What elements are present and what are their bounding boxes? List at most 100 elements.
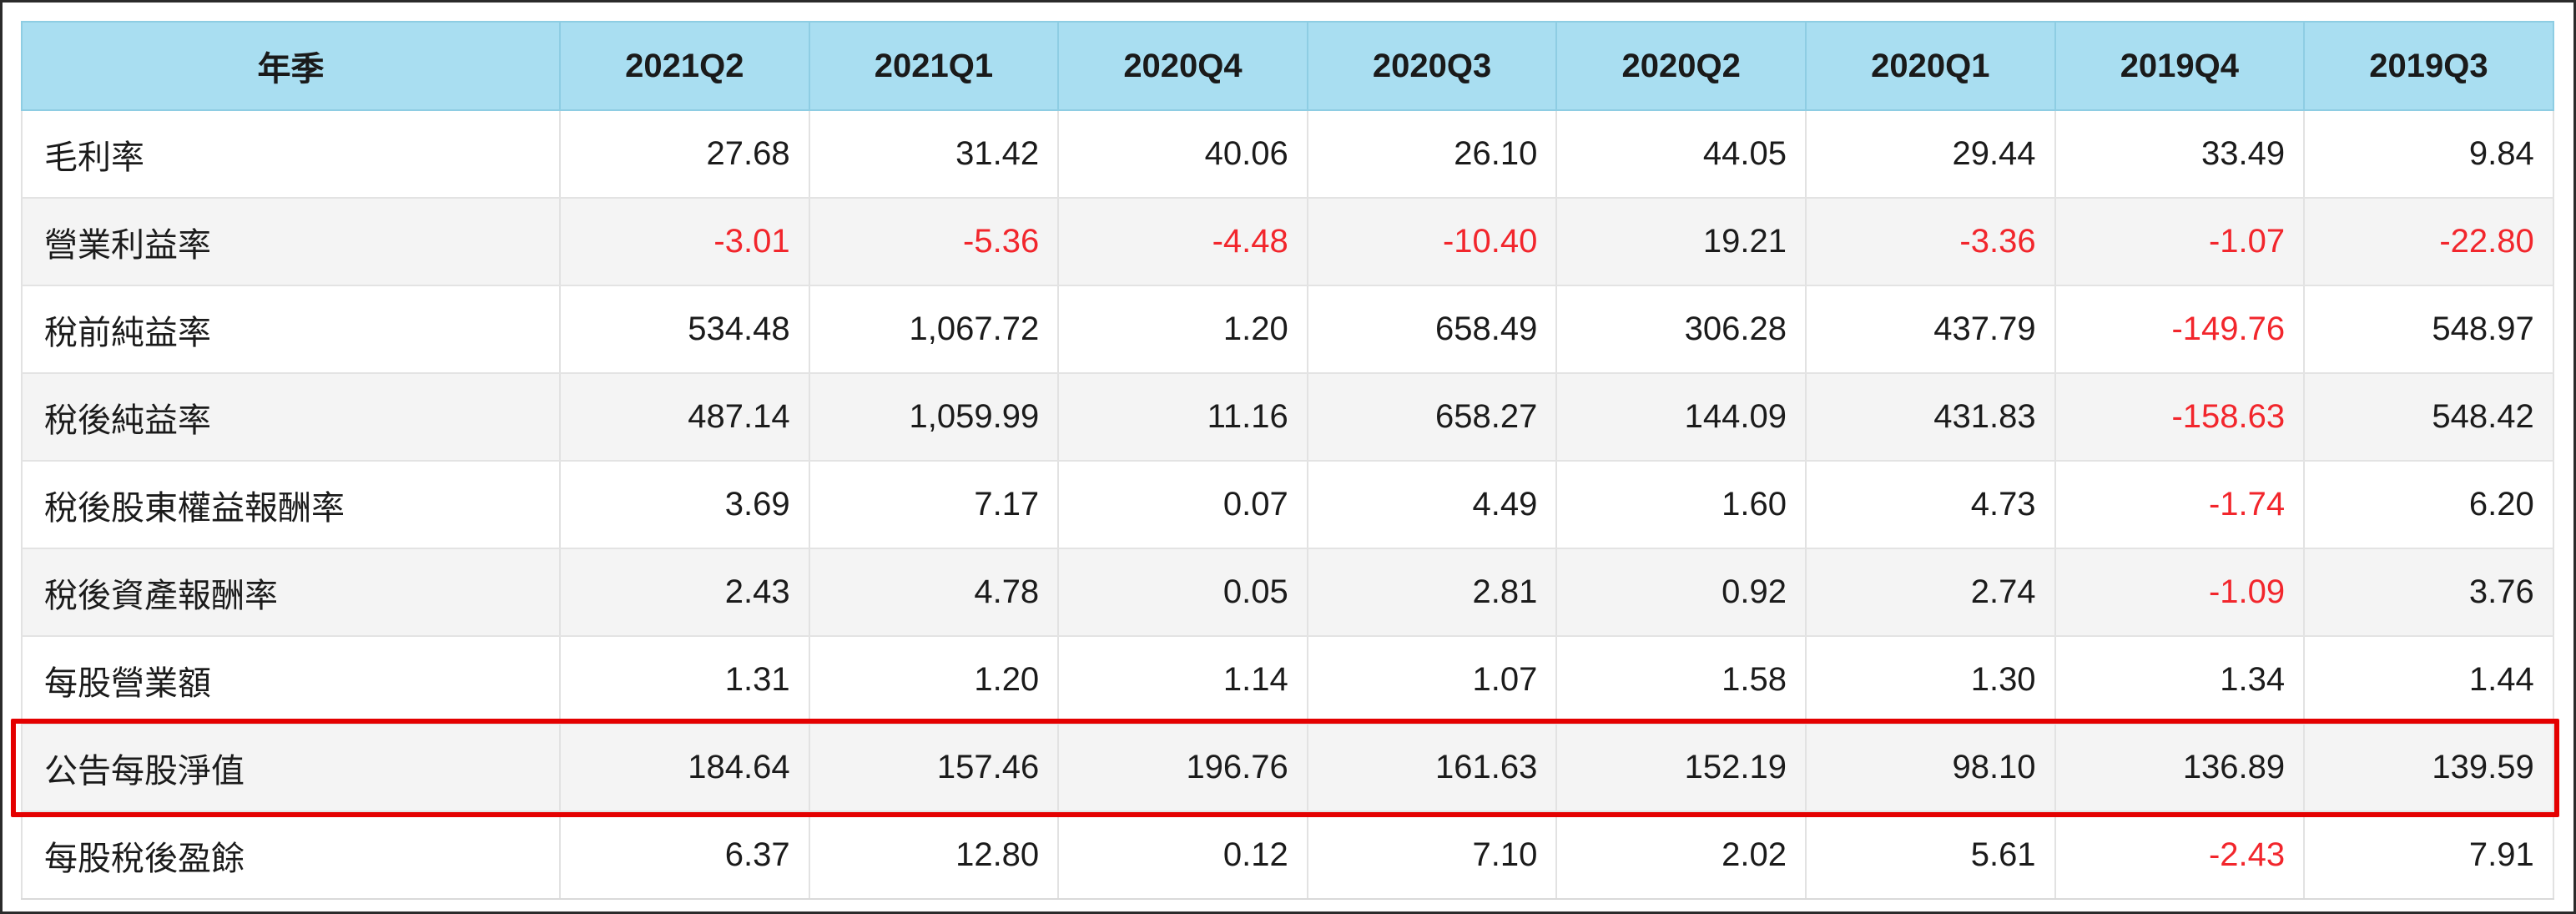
header-quarter-cell[interactable]: 2019Q3 — [2303, 21, 2554, 111]
value-cell: 548.97 — [2303, 285, 2554, 374]
header-label-cell: 年季 — [21, 21, 561, 111]
value-cell: 29.44 — [1804, 110, 2056, 199]
value-cell: 6.20 — [2303, 461, 2554, 549]
value-cell: 184.64 — [559, 724, 810, 812]
value-cell: 1.58 — [1555, 636, 1807, 725]
header-quarter-cell[interactable]: 2021Q2 — [559, 21, 810, 111]
value-cell: 437.79 — [1804, 285, 2056, 374]
value-cell: 2.43 — [559, 548, 810, 637]
row-label: 稅後純益率 — [21, 373, 561, 462]
value-cell: 1.20 — [1057, 285, 1308, 374]
value-cell: -2.43 — [2054, 811, 2306, 900]
value-cell: 44.05 — [1555, 110, 1807, 199]
value-cell: 534.48 — [559, 285, 810, 374]
table-row: 稅後股東權益報酬率 3.69 7.17 0.07 4.49 1.60 4.73 … — [21, 461, 2554, 549]
table-row: 稅前純益率 534.48 1,067.72 1.20 658.49 306.28… — [21, 285, 2554, 374]
value-cell: -1.74 — [2054, 461, 2306, 549]
value-cell: -3.36 — [1804, 198, 2056, 286]
value-cell: 1.14 — [1057, 636, 1308, 725]
value-cell: 658.49 — [1306, 285, 1558, 374]
table-row: 稅後資產報酬率 2.43 4.78 0.05 2.81 0.92 2.74 -1… — [21, 548, 2554, 637]
value-cell: 5.61 — [1804, 811, 2056, 900]
row-label: 稅前純益率 — [21, 285, 561, 374]
value-cell: -1.07 — [2054, 198, 2306, 286]
value-cell: 157.46 — [808, 724, 1060, 812]
value-cell: 1.44 — [2303, 636, 2554, 725]
value-cell: -149.76 — [2054, 285, 2306, 374]
value-cell: 9.84 — [2303, 110, 2554, 199]
value-cell: 0.12 — [1057, 811, 1308, 900]
value-cell: 161.63 — [1306, 724, 1558, 812]
value-cell: 1.60 — [1555, 461, 1807, 549]
value-cell: 4.49 — [1306, 461, 1558, 549]
value-cell: 26.10 — [1306, 110, 1558, 199]
value-cell: 98.10 — [1804, 724, 2056, 812]
value-cell: 139.59 — [2303, 724, 2554, 812]
value-cell: 1.31 — [559, 636, 810, 725]
value-cell: -4.48 — [1057, 198, 1308, 286]
row-label: 稅後股東權益報酬率 — [21, 461, 561, 549]
value-cell: 19.21 — [1555, 198, 1807, 286]
row-label: 每股營業額 — [21, 636, 561, 725]
value-cell: -1.09 — [2054, 548, 2306, 637]
value-cell: 306.28 — [1555, 285, 1807, 374]
value-cell: 0.07 — [1057, 461, 1308, 549]
financial-ratio-table: 年季 2021Q2 2021Q1 2020Q4 2020Q3 2020Q2 20… — [21, 21, 2554, 900]
value-cell: 548.42 — [2303, 373, 2554, 462]
value-cell: 3.69 — [559, 461, 810, 549]
value-cell: 7.10 — [1306, 811, 1558, 900]
table-row-highlighted: 公告每股淨值 184.64 157.46 196.76 161.63 152.1… — [21, 724, 2554, 812]
row-label: 稅後資產報酬率 — [21, 548, 561, 637]
value-cell: 6.37 — [559, 811, 810, 900]
row-label: 毛利率 — [21, 110, 561, 199]
value-cell: -10.40 — [1306, 198, 1558, 286]
value-cell: 1.07 — [1306, 636, 1558, 725]
value-cell: 136.89 — [2054, 724, 2306, 812]
header-quarter-cell[interactable]: 2020Q2 — [1555, 21, 1807, 111]
value-cell: -5.36 — [808, 198, 1060, 286]
header-quarter-cell[interactable]: 2019Q4 — [2054, 21, 2306, 111]
value-cell: 4.73 — [1804, 461, 2056, 549]
value-cell: 1.20 — [808, 636, 1060, 725]
value-cell: 3.76 — [2303, 548, 2554, 637]
table-header-row: 年季 2021Q2 2021Q1 2020Q4 2020Q3 2020Q2 20… — [21, 21, 2554, 111]
value-cell: 2.81 — [1306, 548, 1558, 637]
value-cell: 31.42 — [808, 110, 1060, 199]
value-cell: -22.80 — [2303, 198, 2554, 286]
table-row: 每股營業額 1.31 1.20 1.14 1.07 1.58 1.30 1.34… — [21, 636, 2554, 725]
value-cell: 27.68 — [559, 110, 810, 199]
value-cell: 4.78 — [808, 548, 1060, 637]
value-cell: 1,059.99 — [808, 373, 1060, 462]
value-cell: 11.16 — [1057, 373, 1308, 462]
value-cell: 152.19 — [1555, 724, 1807, 812]
value-cell: 0.05 — [1057, 548, 1308, 637]
value-cell: 2.02 — [1555, 811, 1807, 900]
row-label: 營業利益率 — [21, 198, 561, 286]
header-quarter-cell[interactable]: 2020Q1 — [1804, 21, 2056, 111]
table-row: 毛利率 27.68 31.42 40.06 26.10 44.05 29.44 … — [21, 110, 2554, 199]
value-cell: 2.74 — [1804, 548, 2056, 637]
table-row: 每股稅後盈餘 6.37 12.80 0.12 7.10 2.02 5.61 -2… — [21, 811, 2554, 900]
value-cell: -158.63 — [2054, 373, 2306, 462]
row-label: 每股稅後盈餘 — [21, 811, 561, 900]
value-cell: 431.83 — [1804, 373, 2056, 462]
value-cell: 40.06 — [1057, 110, 1308, 199]
value-cell: 196.76 — [1057, 724, 1308, 812]
value-cell: 487.14 — [559, 373, 810, 462]
value-cell: 1.34 — [2054, 636, 2306, 725]
table-body: 毛利率 27.68 31.42 40.06 26.10 44.05 29.44 … — [21, 110, 2554, 900]
row-label: 公告每股淨值 — [21, 724, 561, 812]
header-quarter-cell[interactable]: 2021Q1 — [808, 21, 1060, 111]
value-cell: 7.91 — [2303, 811, 2554, 900]
table-row: 稅後純益率 487.14 1,059.99 11.16 658.27 144.0… — [21, 373, 2554, 462]
value-cell: 1,067.72 — [808, 285, 1060, 374]
value-cell: 0.92 — [1555, 548, 1807, 637]
value-cell: -3.01 — [559, 198, 810, 286]
value-cell: 12.80 — [808, 811, 1060, 900]
value-cell: 658.27 — [1306, 373, 1558, 462]
header-quarter-cell[interactable]: 2020Q4 — [1057, 21, 1308, 111]
table-row: 營業利益率 -3.01 -5.36 -4.48 -10.40 19.21 -3.… — [21, 198, 2554, 286]
value-cell: 144.09 — [1555, 373, 1807, 462]
header-quarter-cell[interactable]: 2020Q3 — [1306, 21, 1558, 111]
